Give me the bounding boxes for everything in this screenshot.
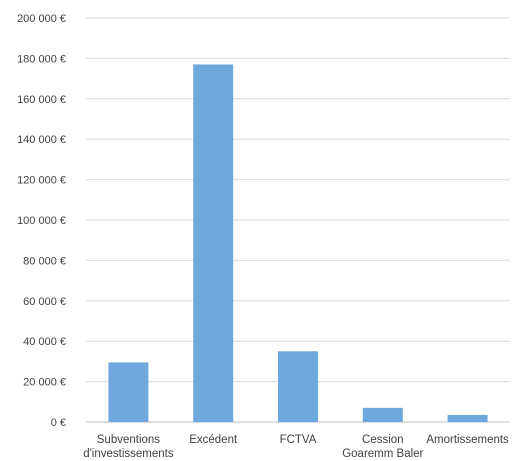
y-tick-label: 160 000 € <box>17 94 66 106</box>
gridlines <box>86 17 510 423</box>
x-tick-label: Subventions d'investissements <box>83 434 174 460</box>
bar <box>362 407 403 422</box>
x-tick-label-line: Subventions <box>97 434 161 446</box>
x-tick-label: Cession Goaremm Baler <box>342 434 423 460</box>
y-axis: 0 € 20 000 € 40 000 € 60 000 € 80 000 € 100 0… <box>17 13 66 429</box>
x-tick-label: FCTVA <box>280 434 317 446</box>
y-tick-label: 80 000 € <box>23 255 66 267</box>
x-tick-label: Excédent <box>189 434 238 446</box>
x-tick-label: Amortissements <box>426 434 509 446</box>
x-tick-label-line: Excédent <box>189 434 238 446</box>
x-tick-label-line: FCTVA <box>280 434 317 446</box>
bar <box>447 414 488 422</box>
x-axis: Subventions d'investissements Excédent FCTV… <box>83 434 509 460</box>
bar <box>108 362 149 422</box>
x-tick-label-line: Amortissements <box>426 434 509 446</box>
y-tick-label: 140 000 € <box>17 134 66 146</box>
bar <box>278 351 318 422</box>
y-tick-label: 120 000 € <box>17 175 66 187</box>
bar <box>193 64 234 423</box>
y-tick-label: 180 000 € <box>17 53 66 65</box>
x-tick-label-line: d'investissements <box>83 448 174 460</box>
y-tick-label: 20 000 € <box>23 377 66 389</box>
y-tick-label: 100 000 € <box>17 215 66 227</box>
y-tick-label: 40 000 € <box>23 336 66 348</box>
y-tick-label: 60 000 € <box>23 296 66 308</box>
y-tick-label: 0 € <box>51 417 66 429</box>
bars <box>108 64 488 423</box>
x-tick-label-line: Cession <box>362 434 404 446</box>
y-tick-label: 200 000 € <box>17 13 66 25</box>
x-tick-label-line: Goaremm Baler <box>342 448 423 460</box>
